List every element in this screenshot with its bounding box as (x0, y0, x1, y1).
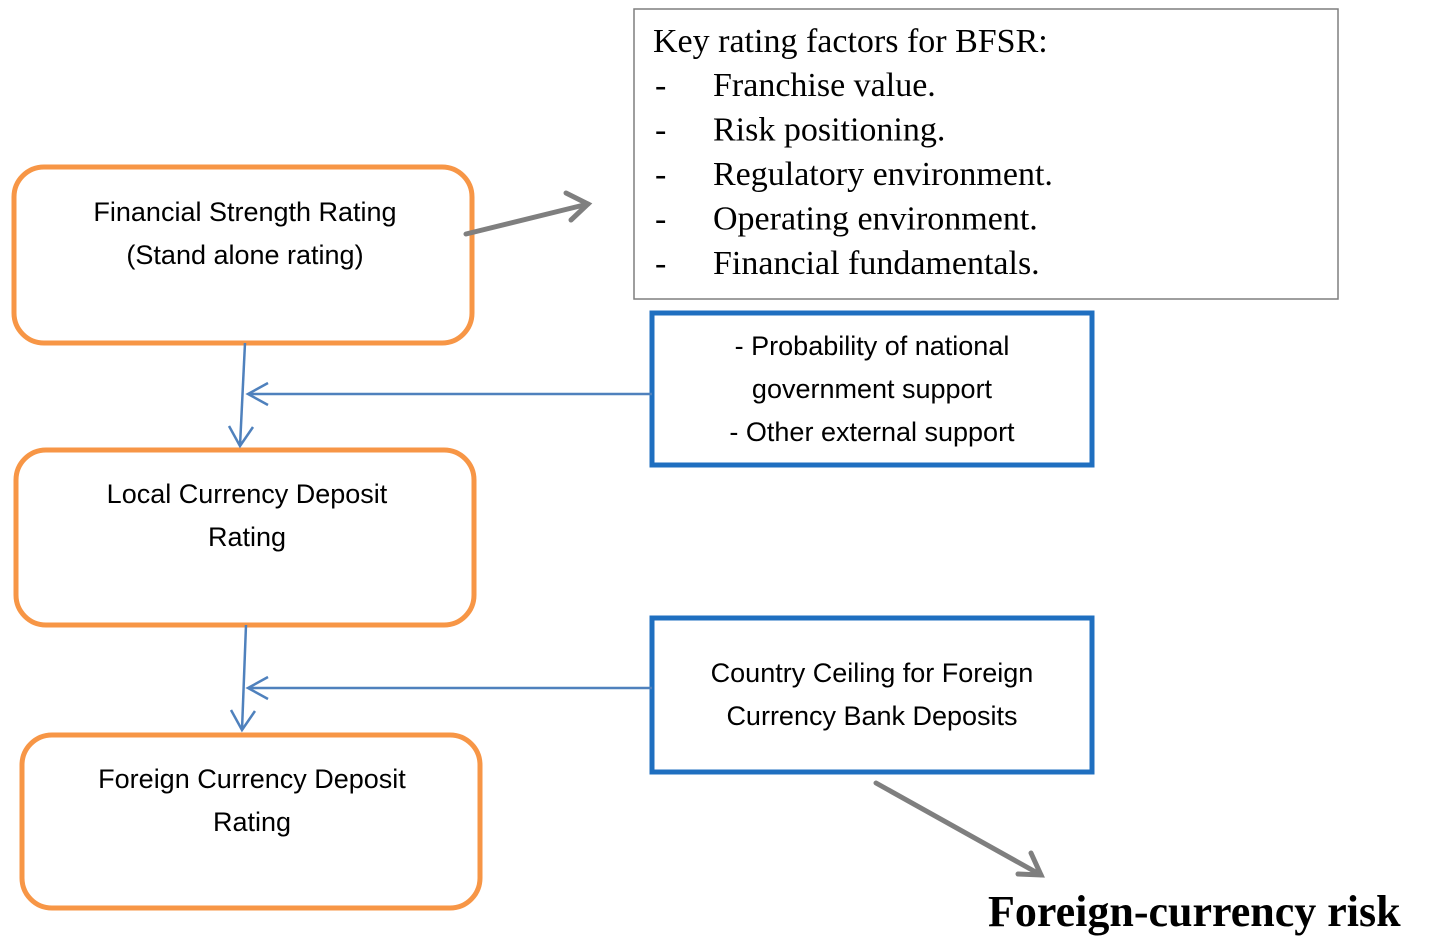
input-label: Country Ceiling for Foreign (711, 658, 1034, 688)
node-label: (Stand alone rating) (126, 240, 363, 270)
node-label: Local Currency Deposit (107, 479, 388, 509)
factor-item: Franchise value. (713, 67, 936, 104)
factors-box (633, 8, 1339, 300)
bullet: - (655, 156, 666, 193)
factor-item: Financial fundamentals. (713, 245, 1040, 282)
factors-title: Key rating factors for BFSR: (653, 23, 1048, 60)
input-label: Currency Bank Deposits (726, 701, 1017, 731)
rating-box (19, 732, 483, 911)
node-label: Foreign Currency Deposit (98, 764, 406, 794)
input-label: - Other external support (729, 417, 1015, 447)
factor-item: Operating environment. (713, 200, 1038, 237)
bullet: - (655, 245, 666, 282)
factor-item: Risk positioning. (713, 111, 945, 148)
input-box (649, 615, 1095, 775)
bullet: - (655, 111, 666, 148)
node-label: Rating (213, 807, 291, 837)
node-label: Rating (208, 522, 286, 552)
factor-item: Regulatory environment. (713, 156, 1053, 193)
input-label: government support (752, 374, 993, 404)
rating-box (11, 164, 475, 346)
node-label: Financial Strength Rating (93, 197, 396, 227)
input-label: - Probability of national (735, 331, 1010, 361)
risk-label: Foreign-currency risk (988, 887, 1401, 936)
gray-arrows (463, 190, 1045, 878)
bullet: - (655, 67, 666, 104)
input-box (649, 310, 1095, 468)
bullet: - (655, 200, 666, 237)
blue-connectors (227, 342, 652, 733)
